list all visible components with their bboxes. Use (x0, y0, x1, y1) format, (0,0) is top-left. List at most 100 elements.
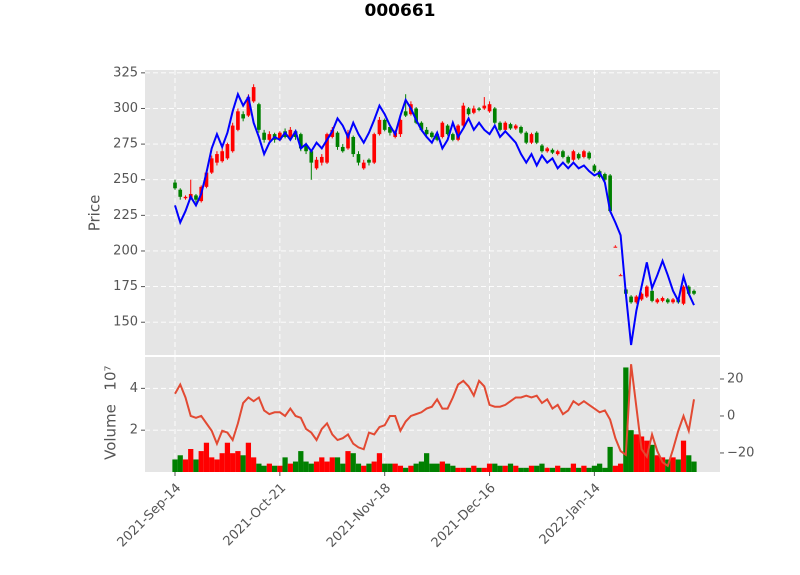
candle-body (456, 125, 460, 140)
volume-bar (649, 444, 655, 472)
candle-body (629, 296, 633, 303)
candle-body (340, 146, 345, 152)
y2-tick-label: 20 (727, 372, 744, 387)
volume-bar (691, 461, 697, 472)
candle-body (424, 129, 429, 135)
candle-body (346, 132, 350, 149)
candle-body (351, 136, 356, 155)
volume-bar (392, 463, 398, 472)
volume-bar (203, 442, 210, 472)
candle-body (398, 119, 403, 135)
candle-body (477, 108, 481, 110)
volume-bar (623, 367, 629, 472)
volume-bar (361, 465, 367, 472)
volume-bar (287, 463, 293, 472)
volume-bar (670, 457, 676, 472)
volume-bar (397, 465, 404, 472)
volume-bar (570, 463, 577, 472)
x-tick-label: 2021-Nov-18 (324, 481, 394, 551)
volume-bar (277, 465, 283, 472)
volume-bar (528, 465, 535, 472)
volume-bar (245, 442, 252, 472)
candle-body (492, 108, 497, 123)
line-series (174, 364, 695, 468)
volume-bar (209, 457, 215, 472)
volume-bar (476, 467, 482, 472)
candle-body (173, 182, 177, 189)
candle-body (388, 127, 392, 133)
y-tick-label: 225 (113, 208, 138, 223)
candle-body (178, 189, 183, 197)
volume-bar (292, 461, 299, 472)
candle-body (644, 286, 649, 297)
candle-body (209, 158, 214, 173)
volume-bar (633, 434, 639, 472)
candle-body (503, 122, 508, 130)
candle-body (582, 151, 586, 157)
volume-bar (565, 467, 571, 472)
candle-body (194, 195, 198, 200)
volume-bar (628, 430, 634, 472)
volume-bar (334, 457, 341, 472)
volume-bar (492, 463, 498, 472)
candle-body (377, 119, 382, 135)
volume-bar (350, 453, 356, 472)
candle-body (466, 108, 471, 115)
volume-bar (308, 463, 314, 472)
volume-bar (382, 463, 388, 472)
candle-body (288, 129, 293, 137)
volume-bar (607, 446, 613, 472)
volume-bar (481, 467, 487, 472)
candle-body (613, 246, 618, 248)
y2-tick-label: 0 (727, 408, 735, 423)
volume-bar (460, 467, 466, 472)
volume-bar (424, 453, 430, 472)
candle-body (325, 134, 329, 163)
candle-body (540, 145, 544, 152)
candle-body (356, 154, 361, 163)
candle-body (561, 151, 565, 157)
candle-body (309, 151, 314, 163)
volume-bar (355, 463, 362, 472)
candle-body (587, 152, 591, 159)
volume-bar (418, 461, 425, 472)
volume-bar (182, 459, 189, 472)
candle-body (498, 122, 502, 130)
candle-body (555, 151, 560, 155)
candle-body (618, 275, 623, 277)
candle-body (335, 132, 340, 147)
candle-body (183, 196, 188, 199)
candle-body (513, 125, 518, 129)
candle-body (566, 156, 571, 163)
candle-body (215, 154, 219, 163)
candle-body (451, 134, 455, 140)
volume-bar (371, 461, 377, 472)
volume-bar (214, 459, 220, 472)
candle-body (367, 159, 371, 163)
candle-body (262, 132, 266, 140)
candle-body (686, 286, 691, 294)
volume-bar (429, 463, 435, 472)
volume-bar (502, 465, 508, 472)
volume-bar (560, 467, 566, 472)
candle-body (298, 134, 303, 149)
volume-bar (444, 463, 451, 472)
volume-bar (612, 465, 618, 472)
volume-bar (586, 467, 592, 472)
volume-bar (523, 467, 529, 472)
candle-body (545, 148, 550, 152)
candle-body (314, 159, 319, 169)
candle-body (482, 105, 487, 109)
candle-body (650, 290, 654, 301)
x-tick-label: 2021-Sep-14 (115, 481, 185, 551)
candle-body (257, 104, 261, 130)
volume-bar (240, 455, 246, 472)
volume-bar (680, 440, 687, 472)
candle-body (382, 119, 387, 130)
volume-bar (387, 463, 393, 472)
candle-body (225, 144, 230, 159)
candle-body (571, 151, 576, 160)
x-tick-label: 2021-Dec-16 (429, 481, 499, 551)
volume-bar (617, 463, 624, 472)
